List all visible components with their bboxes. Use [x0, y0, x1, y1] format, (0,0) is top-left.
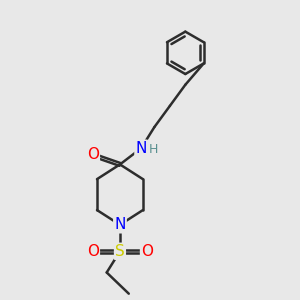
Text: O: O [87, 244, 99, 259]
Text: H: H [149, 143, 158, 156]
Text: S: S [115, 244, 125, 259]
Text: N: N [136, 141, 147, 156]
Text: N: N [114, 217, 126, 232]
Text: O: O [141, 244, 153, 259]
Text: O: O [87, 147, 99, 162]
